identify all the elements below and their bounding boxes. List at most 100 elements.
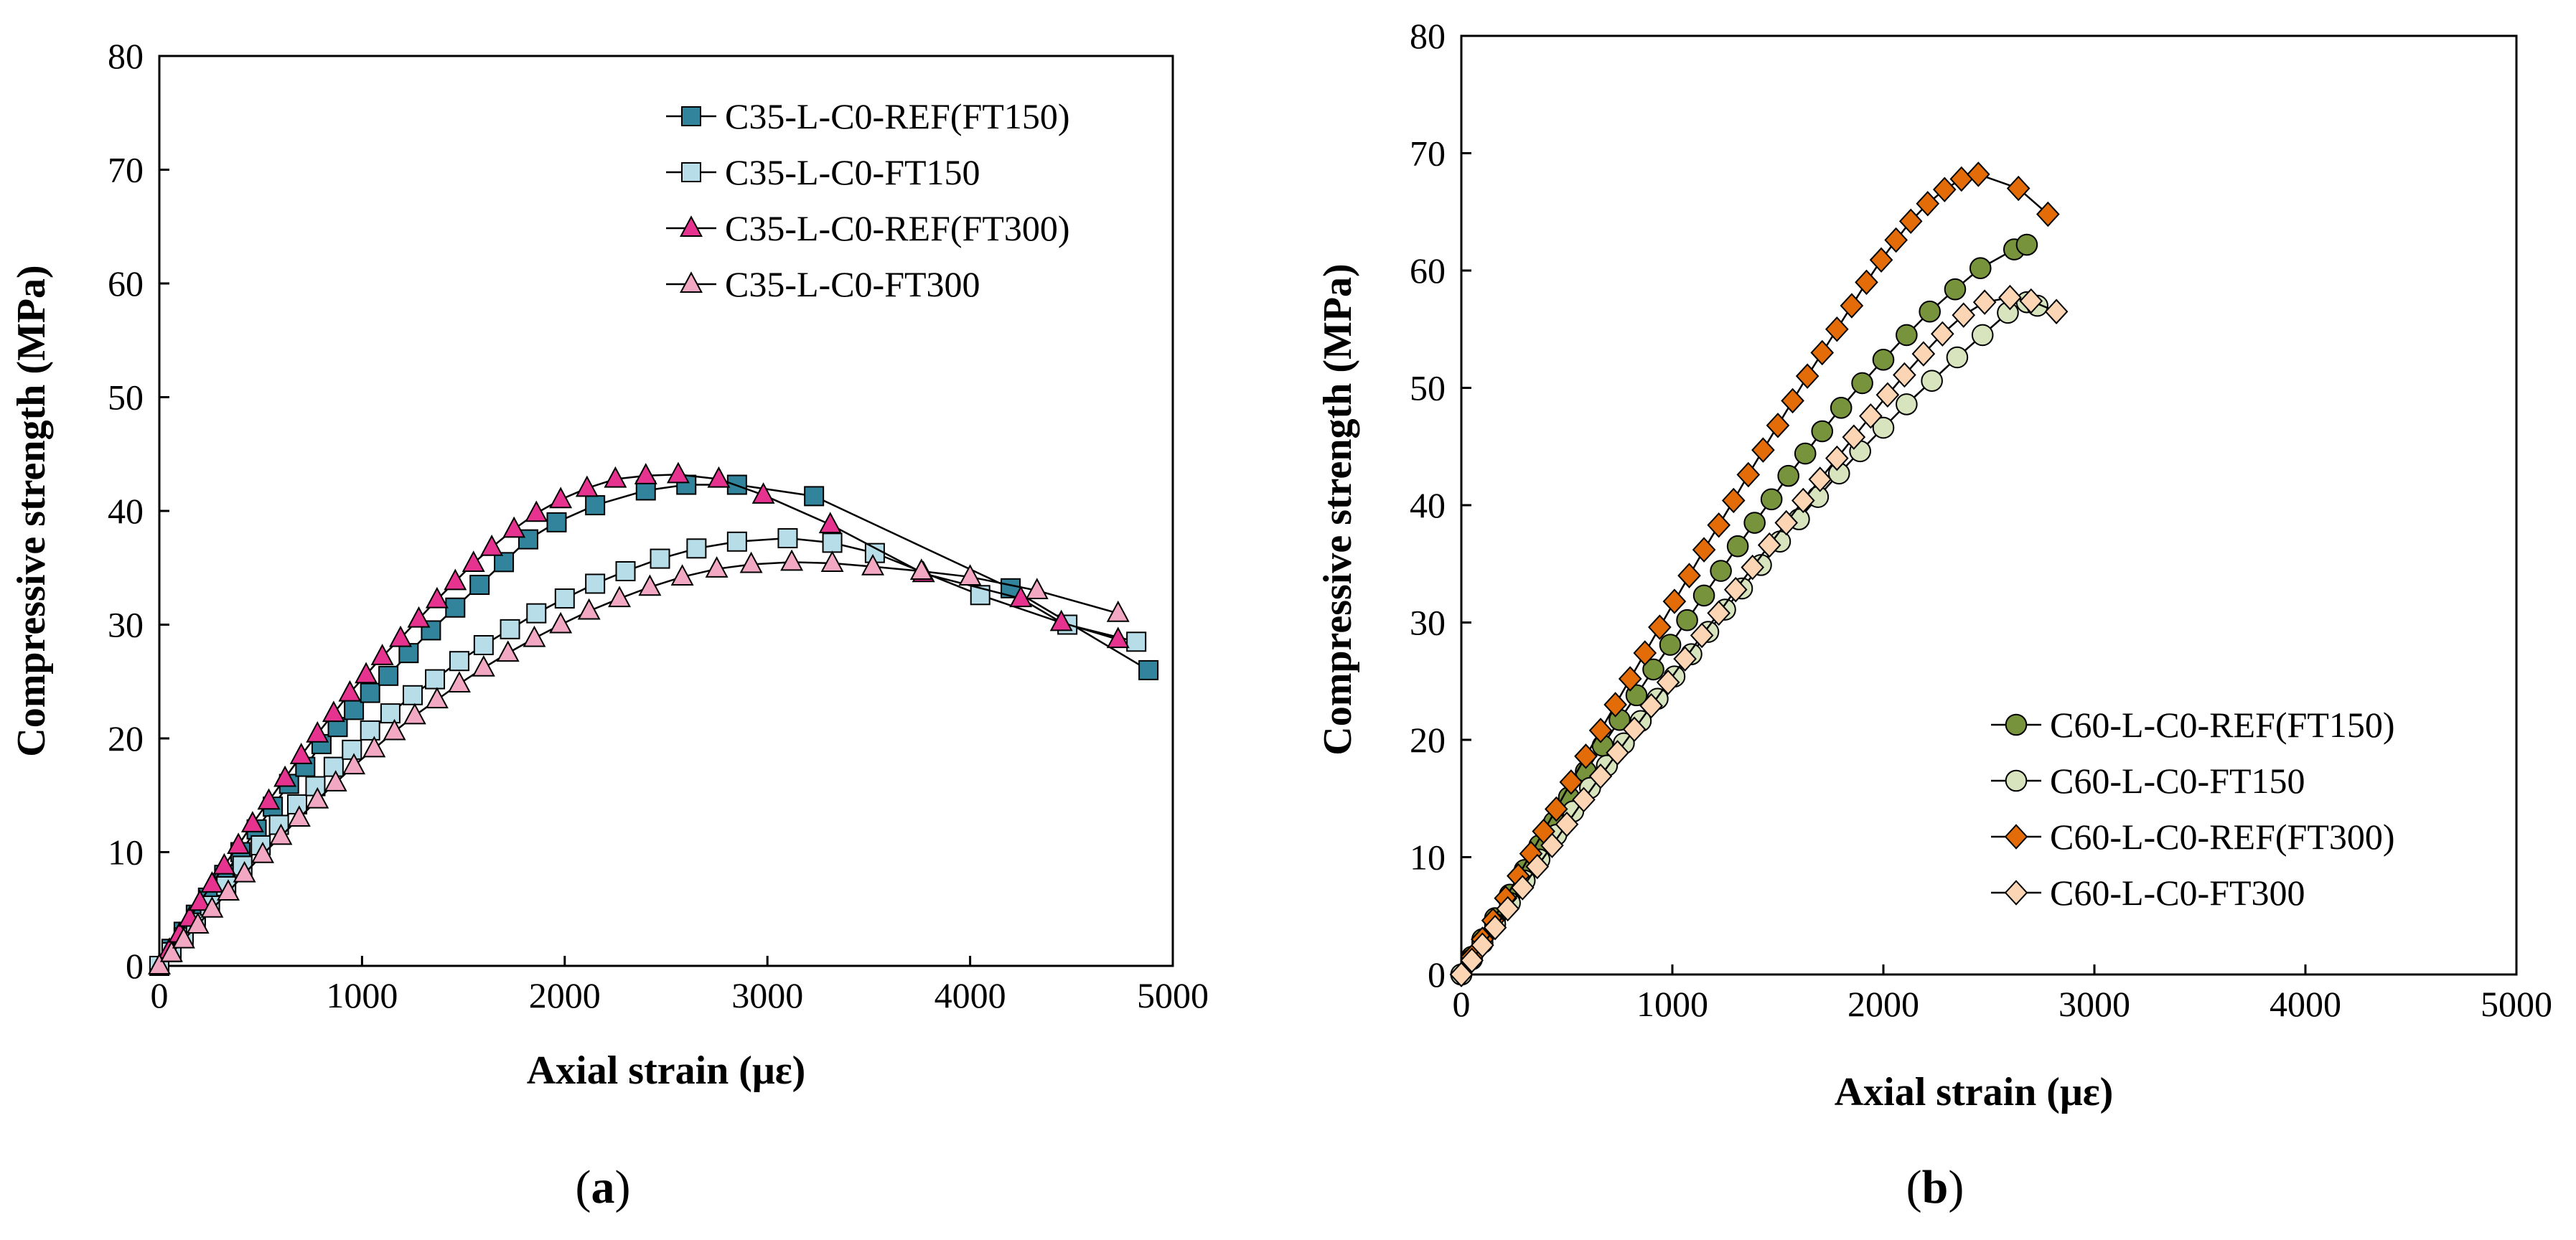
- data-point: [469, 575, 490, 596]
- data-point: [1588, 718, 1613, 743]
- data-point: [1723, 576, 1748, 603]
- data-point: [577, 598, 601, 620]
- y-tick-label: 50: [108, 377, 144, 418]
- data-point: [1766, 413, 1790, 438]
- data-point: [287, 805, 311, 827]
- data-point: [380, 703, 401, 724]
- chart-panel-a: 0 1000 2000 3000 4000 5000 0 10 20 30 40 50 60 70 80 A…: [9, 36, 1209, 1213]
- series-line: [1460, 296, 2057, 975]
- legend-label: C35-L-C0-FT150: [725, 152, 980, 192]
- chart-panel-b: 0 1000 2000 3000 4000 5000 0 10 20 30 40 50 60 70 80 A…: [1316, 16, 2552, 1213]
- data-point: [1707, 512, 1730, 538]
- data-point: [615, 561, 636, 582]
- data-point: [585, 495, 606, 516]
- series-C60-L-C0-REF(FT300): [1449, 161, 2060, 987]
- legend-marker: [680, 271, 703, 293]
- data-point: [1825, 316, 1849, 342]
- data-point: [1743, 512, 1766, 534]
- data-point: [324, 770, 347, 792]
- data-point: [822, 532, 843, 553]
- data-point: [322, 700, 345, 723]
- data-point: [546, 512, 567, 532]
- legend-label: C60-L-C0-FT150: [2050, 761, 2305, 801]
- data-point: [604, 466, 627, 488]
- data-point: [525, 500, 548, 522]
- axis-ticks-a: 0 1000 2000 3000 4000 5000 0 10 20 30 40 50 60 70 80: [108, 36, 1209, 1015]
- data-point: [257, 788, 281, 810]
- data-point: [554, 588, 575, 609]
- data-point: [1911, 341, 1936, 367]
- data-point: [480, 535, 504, 556]
- data-point: [1795, 363, 1819, 389]
- y-tick-label: 70: [1410, 133, 1446, 174]
- data-point: [407, 606, 431, 628]
- y-tick-label: 80: [108, 36, 144, 76]
- data-point: [1794, 442, 1817, 465]
- data-point: [1774, 509, 1799, 536]
- legend-marker: [2004, 824, 2028, 850]
- data-point: [1510, 875, 1535, 901]
- data-point: [1009, 586, 1033, 608]
- series-C35-L-C0-FT300: [148, 549, 1130, 975]
- data-point: [338, 680, 362, 702]
- data-point: [1622, 716, 1647, 743]
- data-point: [686, 538, 707, 559]
- data-point: [188, 889, 212, 911]
- y-tick-label: 0: [126, 946, 144, 986]
- data-point: [1741, 554, 1765, 581]
- data-point: [1971, 324, 1994, 347]
- data-point: [425, 687, 449, 709]
- legend-label: C60-L-C0-FT300: [2050, 873, 2305, 913]
- data-point: [804, 486, 825, 507]
- data-point: [403, 685, 423, 705]
- series-C35-L-C0-REF(FT300): [148, 461, 1130, 975]
- data-point: [1483, 914, 1507, 941]
- data-point: [306, 786, 329, 809]
- y-tick-label: 40: [1410, 485, 1446, 525]
- data-point: [1662, 588, 1687, 614]
- legend-marker: [681, 106, 701, 126]
- legend-item: C60-L-C0-FT300: [1991, 873, 2305, 913]
- data-point: [1931, 321, 1954, 347]
- data-point: [705, 556, 729, 578]
- data-point: [447, 671, 471, 692]
- data-point: [1574, 743, 1598, 769]
- data-point: [1559, 769, 1583, 795]
- data-point: [1555, 811, 1579, 837]
- data-point: [818, 512, 842, 534]
- data-point: [751, 482, 775, 504]
- y-tick-label: 30: [108, 605, 144, 645]
- data-point: [726, 531, 747, 552]
- y-axis-title-a: Compressive strength (MPa): [9, 265, 54, 756]
- data-point: [360, 720, 380, 741]
- data-point: [634, 463, 657, 484]
- data-point: [1618, 666, 1642, 692]
- x-tick-label: 1000: [1636, 984, 1708, 1024]
- data-point: [1603, 692, 1627, 718]
- data-point: [186, 912, 210, 934]
- data-point: [1840, 293, 1864, 319]
- data-point: [1851, 372, 1873, 395]
- legend-item: C60-L-C0-REF(FT300): [1991, 817, 2395, 857]
- legend-item: C35-L-C0-FT300: [666, 264, 980, 304]
- data-point: [240, 811, 264, 832]
- data-point: [1540, 832, 1564, 858]
- data-point: [370, 644, 394, 665]
- data-point: [1588, 763, 1613, 789]
- data-point: [1721, 487, 1746, 514]
- data-point: [1810, 339, 1835, 366]
- y-tick-label: 70: [108, 150, 144, 190]
- data-point: [227, 832, 250, 855]
- data-point: [500, 619, 520, 639]
- data-point: [2044, 299, 2069, 324]
- x-tick-label: 0: [151, 975, 169, 1015]
- caption-letter-b: b: [1922, 1161, 1949, 1213]
- data-point: [1460, 947, 1484, 974]
- caption-b: (b): [1906, 1161, 1964, 1213]
- data-point: [549, 487, 573, 509]
- legend-label: C35-L-C0-REF(FT300): [725, 208, 1070, 248]
- data-point: [523, 625, 546, 647]
- data-point: [1656, 670, 1680, 695]
- data-point: [1633, 640, 1657, 666]
